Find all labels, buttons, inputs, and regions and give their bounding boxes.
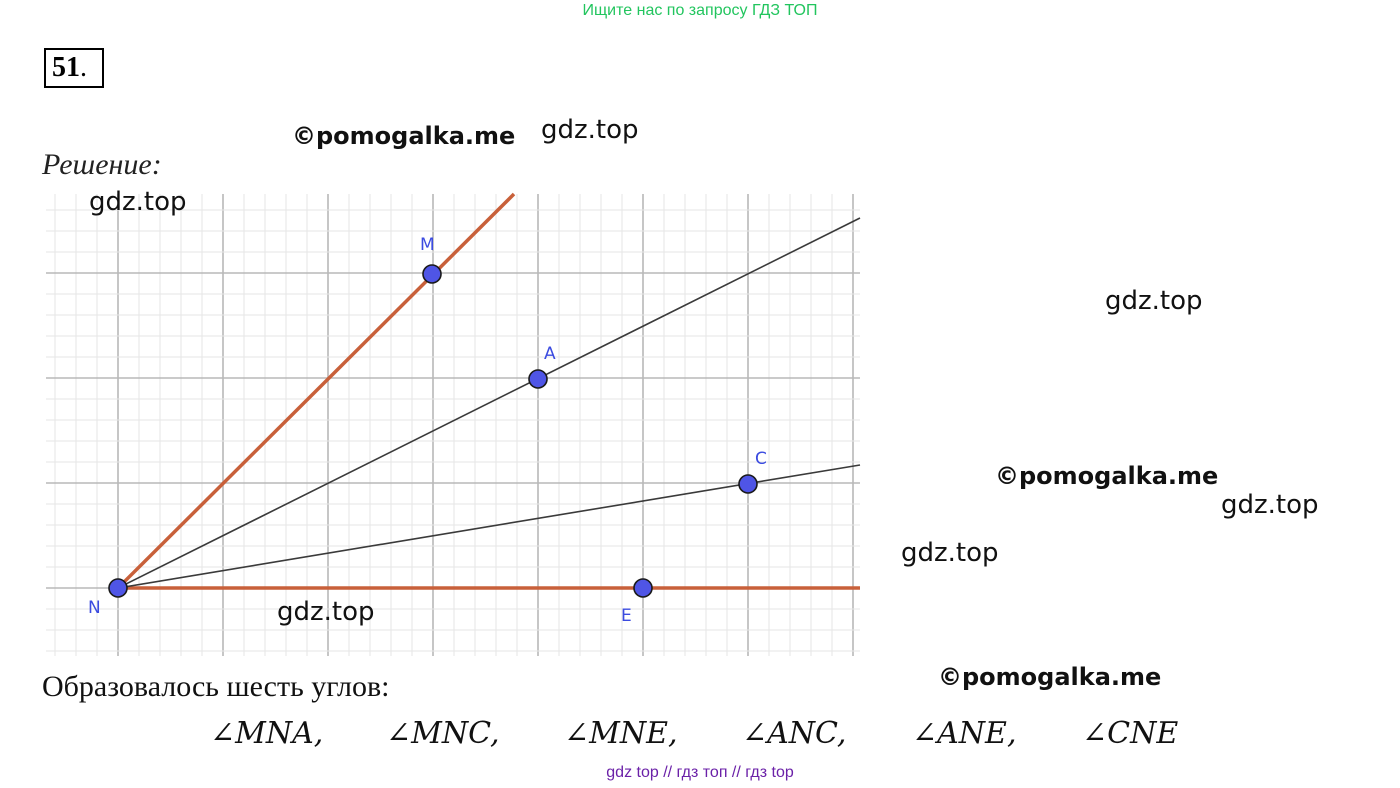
conclusion-text: Образовалось шесть углов: <box>42 670 390 703</box>
problem-number-suffix: . <box>80 52 87 83</box>
angle-mna: ∠MNA, <box>210 716 324 751</box>
angles-list: ∠MNA, ∠MNC, ∠MNE, ∠ANC, ∠ANE, ∠CNE <box>210 716 1210 760</box>
ray-nm <box>116 192 516 590</box>
label-m: M <box>420 235 435 255</box>
point-c <box>738 474 758 494</box>
footer-links: gdz top // гдз топ // гдз top <box>606 764 794 781</box>
point-m <box>422 264 442 284</box>
angle-anc: ∠ANC, <box>742 716 847 751</box>
ray-nc <box>117 464 861 589</box>
ray-na <box>117 217 861 589</box>
grid <box>46 194 860 656</box>
label-c: C <box>755 449 767 469</box>
point-e <box>633 578 653 598</box>
watermark-pomogalka-2: ©pomogalka.me <box>995 462 1219 490</box>
point-a <box>528 369 548 389</box>
watermark-pomogalka-1: ©pomogalka.me <box>292 122 516 150</box>
label-a: A <box>544 344 556 364</box>
problem-number-box: 51. <box>44 48 104 88</box>
angle-cne: ∠CNE <box>1082 716 1179 751</box>
problem-number: 51 <box>52 52 80 83</box>
watermark-pomogalka-3: ©pomogalka.me <box>938 663 1162 691</box>
angle-ane: ∠ANE, <box>912 716 1017 751</box>
points <box>108 264 758 598</box>
rays <box>116 192 861 590</box>
top-banner: Ищите нас по запросу ГДЗ ТОП <box>582 2 818 19</box>
label-n: N <box>88 598 101 618</box>
watermark-gdz-4: gdz.top <box>1221 490 1319 520</box>
watermark-gdz-3: gdz.top <box>1105 286 1203 316</box>
watermark-gdz-5: gdz.top <box>901 538 999 568</box>
label-e: E <box>621 606 632 626</box>
angle-mnc: ∠MNC, <box>386 716 500 751</box>
angle-mne: ∠MNE, <box>564 716 678 751</box>
watermark-gdz-1: gdz.top <box>541 115 639 145</box>
watermark-gdz-6: gdz.top <box>277 597 375 627</box>
solution-label: Решение: <box>42 148 162 181</box>
point-n <box>108 578 128 598</box>
watermark-gdz-2: gdz.top <box>89 187 187 217</box>
